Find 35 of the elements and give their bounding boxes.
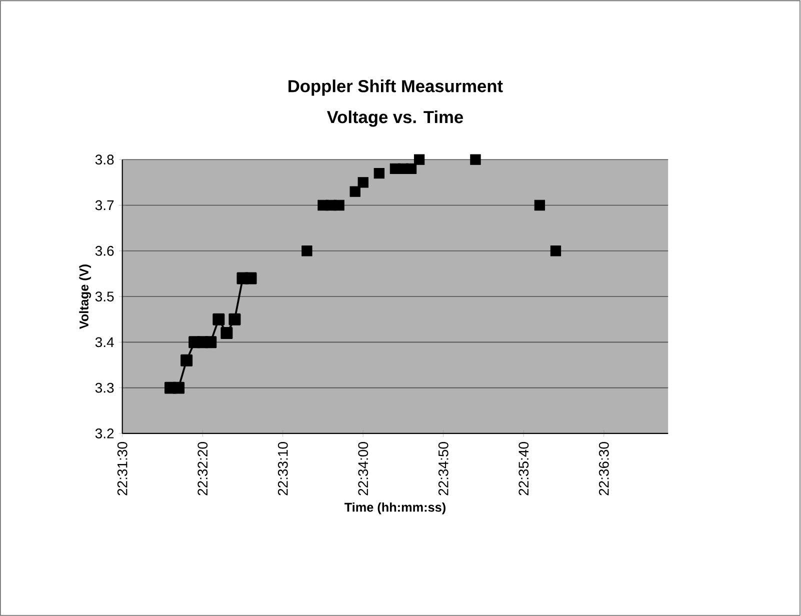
- point: [228, 313, 241, 326]
- point: [358, 176, 368, 188]
- chart-title: Doppler Shift Measurment: [288, 79, 503, 96]
- x-tick-label: 22:34:00: [358, 442, 368, 496]
- point: [414, 154, 425, 165]
- point: [350, 186, 360, 197]
- x-tick-label: 22:33:10: [278, 442, 288, 496]
- point: [550, 245, 562, 256]
- y-tick-label: 3.7: [95, 200, 114, 210]
- y-tick-label: 3.4: [95, 337, 114, 347]
- point: [334, 200, 344, 210]
- chart-subtitle: Voltage vs. Time: [326, 110, 463, 127]
- point: [180, 354, 193, 366]
- y-tick-label: 3.5: [95, 291, 114, 302]
- x-axis-title: Time (hh:mm:ss): [344, 502, 446, 514]
- y-axis-title: Voltage (V): [79, 264, 92, 329]
- point: [212, 313, 225, 326]
- x-tick-label: 22:32:20: [198, 442, 208, 496]
- point: [534, 200, 546, 210]
- y-tick-label: 3.8: [95, 154, 114, 164]
- y-tick-label: 3.6: [95, 246, 114, 256]
- x-tick-label: 22:31:30: [117, 442, 128, 496]
- x-tick-label: 22:36:30: [598, 442, 609, 496]
- point: [172, 382, 185, 394]
- point: [470, 154, 481, 165]
- point: [406, 163, 417, 174]
- point: [302, 245, 312, 256]
- x-tick-label: 22:34:50: [438, 442, 448, 496]
- point: [204, 336, 217, 348]
- y-tick-label: 3.2: [95, 428, 114, 438]
- point: [374, 168, 384, 178]
- point: [244, 272, 257, 284]
- point: [220, 326, 233, 339]
- y-tick-label: 3.3: [95, 382, 114, 393]
- x-tick-label: 22:35:40: [518, 442, 529, 496]
